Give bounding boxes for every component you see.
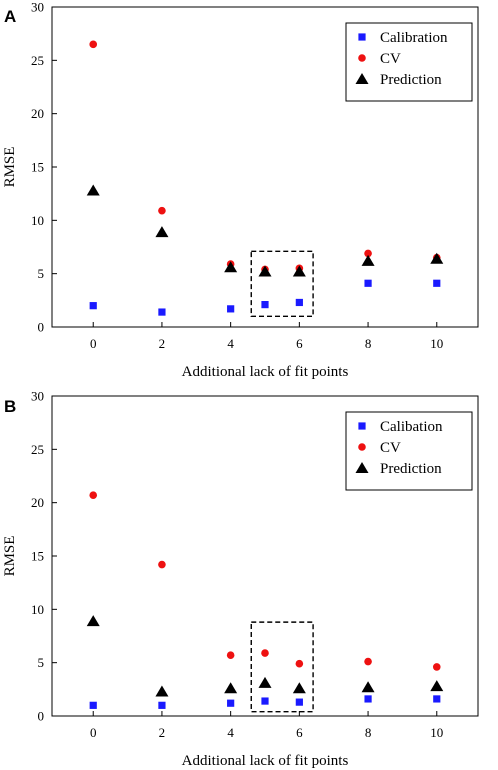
legend-marker-prediction [355,462,369,473]
data-point-prediction [430,680,444,692]
legend-label: Prediction [380,461,442,477]
y-tick-label: 20 [31,495,44,510]
x-tick-label: 0 [90,725,97,740]
legend-box [345,22,473,102]
data-point-cv [89,40,98,49]
data-point-prediction [292,682,306,694]
data-point-calibation [364,695,372,703]
highlight-box [250,250,314,318]
data-point-prediction [224,261,238,273]
data-point-calibration [364,279,372,287]
data-point-calibration [89,302,97,310]
data-point-calibation [158,701,166,709]
panel-label: B [4,397,16,416]
legend-marker-calibation [358,422,366,430]
x-tick-label: 8 [365,725,372,740]
legend-label: Prediction [380,72,442,88]
x-tick-label: 6 [296,336,303,351]
x-axis-label: Additional lack of fit points [182,753,349,769]
series-calibation [89,695,441,709]
x-tick-label: 0 [90,336,97,351]
y-tick-label: 0 [38,320,45,335]
y-axis-label: RMSE [2,536,18,577]
data-point-calibration [295,298,303,307]
data-point-prediction [361,254,375,266]
y-tick-label: 25 [31,53,44,68]
data-point-calibation [89,701,97,709]
legend-label: Calibation [380,419,443,435]
data-point-calibration [158,308,166,316]
data-point-calibation [433,695,441,703]
y-tick-label: 15 [31,160,44,175]
series-calibration [89,279,441,316]
data-point-prediction [430,252,444,264]
series-prediction [86,615,444,697]
data-point-prediction [86,184,100,196]
data-point-calibation [261,697,269,705]
y-tick-label: 30 [31,0,44,15]
data-point-calibration [227,305,235,313]
legend-marker-calibration [358,33,366,41]
legend: Calibration CV Prediction [345,22,473,102]
data-point-prediction [361,681,375,693]
x-tick-label: 10 [430,725,443,740]
y-tick-label: 10 [31,213,44,228]
x-tick-label: 4 [227,725,234,740]
data-point-calibration [261,301,269,309]
legend: Calibation CV Prediction [345,411,473,491]
data-point-cv [158,206,166,215]
data-point-cv [226,651,235,659]
x-tick-label: 4 [227,336,234,351]
data-point-calibation [227,699,235,707]
x-tick-label: 2 [159,336,166,351]
data-point-cv [295,659,304,668]
panel-label: A [4,7,16,26]
y-axis-label: RMSE [2,147,18,188]
data-point-cv [261,649,269,657]
chart-panel-b: B 0 5 10 15 20 25 30 0 2 4 6 8 10 Additional lack of f… [2,389,479,769]
y-tick-label: 30 [31,389,44,404]
legend-marker-cv [358,443,366,451]
y-tick-label: 20 [31,106,44,121]
data-point-prediction [155,685,169,697]
data-point-calibration [433,279,441,287]
y-tick-label: 15 [31,549,44,564]
series-prediction [86,184,444,277]
data-point-cv [364,657,372,666]
data-point-cv [432,663,441,671]
x-axis-label: Additional lack of fit points [182,364,349,380]
x-tick-label: 10 [430,336,443,351]
data-point-prediction [258,265,272,277]
legend-box [345,411,473,491]
data-point-prediction [292,265,306,277]
data-point-cv [89,491,98,500]
x-tick-label: 8 [365,336,372,351]
data-point-prediction [155,226,169,238]
y-tick-label: 10 [31,602,44,617]
data-point-cv [364,249,372,258]
y-tick-label: 5 [38,655,45,670]
highlight-box [250,621,314,713]
legend-label: CV [380,51,401,67]
legend-label: CV [380,440,401,456]
y-tick-label: 25 [31,442,44,457]
chart-panel-a: A 0 5 10 15 20 25 30 0 2 4 6 8 10 Additional lack of f… [2,0,479,380]
legend-marker-cv [358,54,366,62]
series-cv [89,491,441,671]
legend-marker-prediction [355,73,369,84]
data-point-prediction [224,682,238,694]
data-point-prediction [258,676,272,688]
data-point-prediction [86,615,100,627]
y-tick-label: 5 [38,266,45,281]
y-tick-label: 0 [38,709,45,724]
x-tick-label: 2 [159,725,166,740]
data-point-calibation [295,698,303,706]
legend-label: Calibration [380,30,448,46]
x-tick-label: 6 [296,725,303,740]
data-point-cv [158,560,166,569]
